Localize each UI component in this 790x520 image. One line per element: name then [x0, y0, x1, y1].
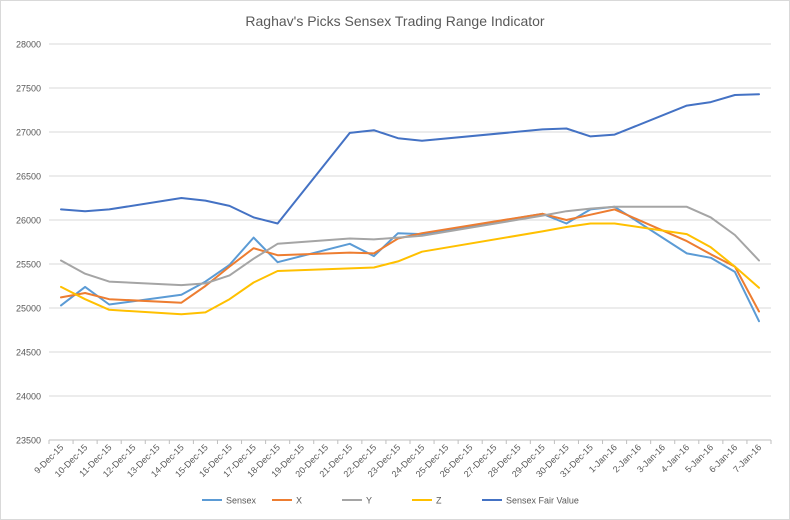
series-line-y	[60, 205, 760, 287]
y-tick-label: 25500	[16, 260, 41, 270]
legend-label: Z	[436, 496, 442, 506]
y-tick-label: 24000	[16, 392, 41, 402]
y-tick-label: 27000	[16, 128, 41, 138]
axes: 23500 24000 24500 25000 25500 26000 26500 27000…	[16, 40, 772, 479]
gridlines	[49, 43, 771, 441]
series-lines	[60, 93, 760, 323]
legend-label: Sensex Fair Value	[506, 496, 579, 506]
legend-label: Sensex	[226, 496, 257, 506]
y-tick-label: 24500	[16, 348, 41, 358]
legend-label: X	[296, 496, 302, 506]
legend-label: Y	[366, 496, 372, 506]
chart-title: Raghav's Picks Sensex Trading Range Indi…	[245, 13, 545, 29]
series-line-sensex	[60, 205, 760, 323]
y-tick-label: 25000	[16, 304, 41, 314]
y-tick-label: 28000	[16, 40, 41, 50]
legend: Sensex X Y Z Sensex Fair Value	[202, 496, 579, 506]
series-line-sensex-fair-value	[60, 93, 760, 225]
y-tick-label: 26000	[16, 216, 41, 226]
y-tick-label: 26500	[16, 172, 41, 182]
y-tick-label: 23500	[16, 436, 41, 446]
y-tick-label: 27500	[16, 84, 41, 94]
series-line-z	[60, 222, 760, 316]
series-line-x	[60, 208, 760, 313]
